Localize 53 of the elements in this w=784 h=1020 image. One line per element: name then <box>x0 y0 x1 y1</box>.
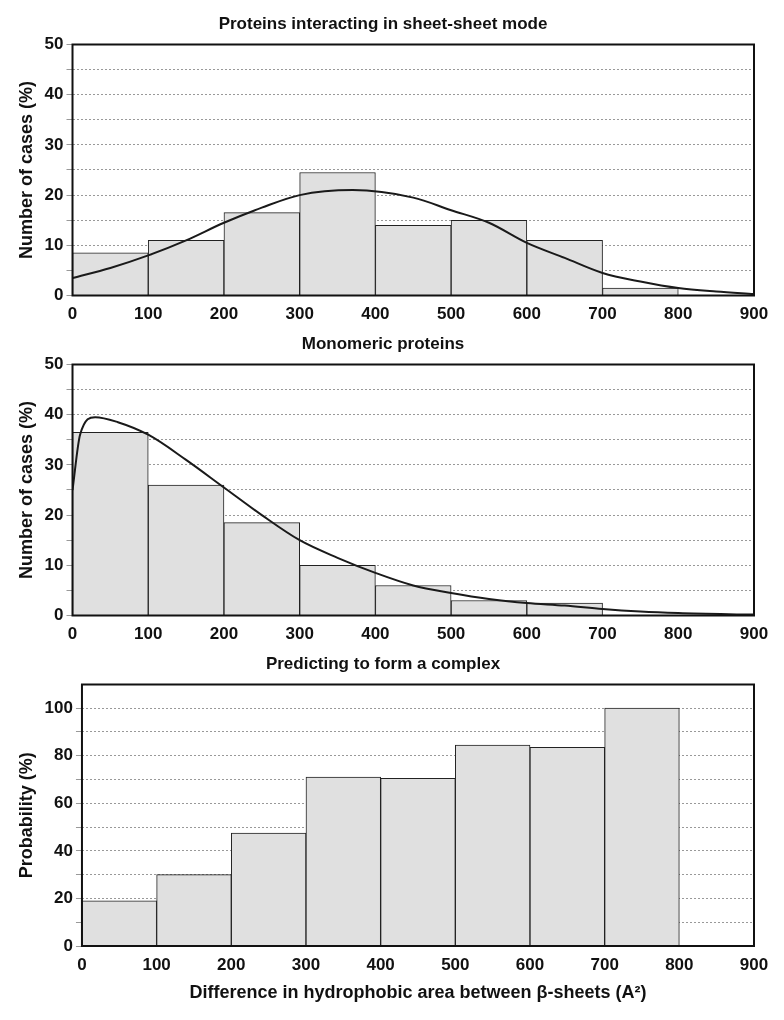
x-tick-label: 800 <box>664 304 693 324</box>
x-tick-label: 100 <box>134 624 163 644</box>
x-tick-label: 300 <box>291 954 321 974</box>
chart-title: Proteins interacting in sheet-sheet mode <box>218 13 548 33</box>
y-tick-label: 10 <box>44 555 64 575</box>
x-tick-label: 700 <box>590 954 619 974</box>
x-tick-label: 100 <box>134 304 163 324</box>
y-tick-label: 0 <box>54 605 64 625</box>
y-tick-label: 40 <box>44 404 64 424</box>
x-axis-title: Difference in hydrophobic area between β-sheets (A²) <box>189 982 647 1003</box>
x-tick-label: 500 <box>441 954 470 974</box>
x-tick-label: 500 <box>436 304 466 324</box>
y-tick-label: 20 <box>44 184 64 204</box>
y-axis-title: Probability (%) <box>15 752 36 879</box>
x-tick-label: 0 <box>77 954 87 974</box>
x-tick-label: 400 <box>361 304 390 324</box>
y-tick-label: 0 <box>63 935 73 955</box>
x-tick-label: 700 <box>588 624 617 644</box>
y-tick-label: 30 <box>44 134 64 154</box>
x-tick-label: 900 <box>739 304 769 324</box>
x-tick-label: 400 <box>366 954 395 974</box>
y-tick-label: 100 <box>44 697 73 717</box>
x-tick-label: 900 <box>739 624 769 644</box>
x-tick-label: 200 <box>209 624 239 644</box>
y-tick-label: 20 <box>44 504 64 524</box>
y-tick-label: 50 <box>44 34 64 54</box>
x-tick-label: 900 <box>739 954 769 974</box>
chart-title: Predicting to form a complex <box>265 653 501 673</box>
x-tick-label: 200 <box>209 304 239 324</box>
x-tick-label: 600 <box>512 624 542 644</box>
y-tick-label: 40 <box>44 84 64 104</box>
y-axis-title: Number of cases (%) <box>15 80 36 260</box>
x-tick-label: 300 <box>285 304 314 324</box>
x-tick-label: 300 <box>285 624 314 644</box>
y-tick-label: 80 <box>54 745 73 765</box>
x-tick-label: 600 <box>515 954 545 974</box>
y-tick-label: 20 <box>54 888 73 908</box>
y-tick-label: 10 <box>44 235 64 255</box>
y-tick-label: 50 <box>44 354 64 374</box>
y-tick-label: 30 <box>44 454 64 474</box>
y-tick-label: 60 <box>54 793 73 812</box>
x-tick-label: 400 <box>361 624 390 644</box>
x-tick-label: 800 <box>664 624 693 644</box>
x-tick-label: 200 <box>217 954 246 974</box>
x-tick-label: 500 <box>436 624 466 644</box>
y-tick-label: 40 <box>54 840 73 860</box>
chart-title: Monomeric proteins <box>301 333 465 353</box>
y-axis-title: Number of cases (%) <box>15 400 36 580</box>
x-tick-label: 700 <box>588 304 617 324</box>
y-tick-label: 0 <box>54 285 64 305</box>
x-tick-label: 600 <box>512 304 542 324</box>
x-tick-label: 800 <box>665 954 694 974</box>
x-tick-label: 100 <box>142 954 171 974</box>
